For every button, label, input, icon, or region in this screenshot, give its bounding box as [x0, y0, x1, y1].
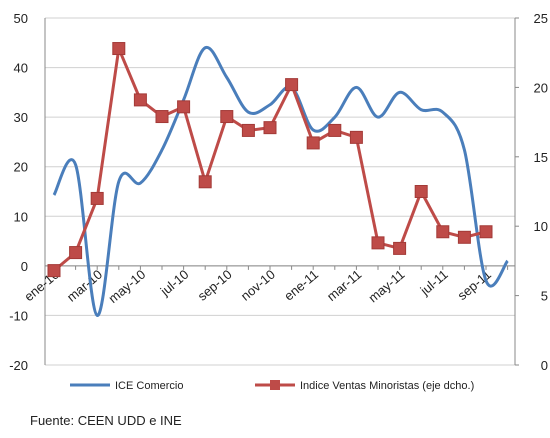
point-marker — [47, 264, 61, 278]
point-marker — [414, 185, 428, 198]
y-tick-label: 20 — [14, 160, 28, 175]
point-marker — [349, 130, 363, 144]
point-marker — [371, 236, 385, 250]
x-tick-label: jul-10 — [157, 267, 192, 300]
point-marker — [479, 225, 493, 239]
y2-tick-label: 15 — [534, 150, 548, 165]
y-tick-label: 10 — [14, 209, 28, 224]
x-tick-label: mar-11 — [324, 267, 364, 304]
point-marker — [285, 78, 299, 92]
point-marker — [457, 230, 471, 244]
y-tick-label: 30 — [14, 110, 28, 125]
series-line — [52, 46, 509, 317]
x-tick-label: mar-10 — [64, 267, 105, 305]
y-tick-label: 0 — [21, 259, 28, 274]
point-marker — [90, 191, 104, 205]
x-tick-label: may-11 — [365, 267, 407, 306]
legend-label: ICE Comercio — [115, 380, 183, 392]
y2-tick-label: 10 — [534, 219, 548, 234]
y2-tick-label: 5 — [541, 289, 548, 304]
point-marker — [133, 93, 147, 107]
y-tick-label: 40 — [14, 61, 28, 76]
point-marker — [263, 121, 277, 135]
x-tick-label: jul-11 — [417, 267, 451, 299]
point-marker — [436, 225, 450, 239]
source-note: Fuente: CEEN UDD e INE — [30, 413, 182, 428]
x-tick-label: sep-10 — [195, 267, 235, 304]
y-tick-label: 50 — [14, 11, 28, 26]
y-tick-label: -10 — [9, 308, 28, 323]
series-line — [53, 42, 487, 272]
point-marker — [198, 175, 212, 189]
point-marker — [328, 123, 342, 137]
x-tick-label: may-10 — [105, 267, 148, 306]
legend-marker — [270, 380, 280, 390]
point-marker — [241, 123, 255, 137]
x-tick-label: ene-11 — [281, 267, 321, 304]
x-tick-label: nov-10 — [238, 267, 278, 304]
point-marker — [155, 110, 169, 124]
point-marker — [177, 100, 191, 114]
legend-label: Indice Ventas Minoristas (eje dcho.) — [300, 380, 474, 392]
point-marker — [306, 136, 320, 150]
y2-tick-label: 0 — [541, 358, 548, 373]
point-marker — [69, 246, 83, 260]
y2-tick-label: 20 — [534, 80, 548, 95]
point-marker — [393, 241, 407, 255]
y2-tick-label: 25 — [534, 11, 548, 26]
y-tick-label: -20 — [9, 358, 28, 373]
point-marker — [112, 42, 126, 56]
point-marker — [220, 110, 234, 124]
